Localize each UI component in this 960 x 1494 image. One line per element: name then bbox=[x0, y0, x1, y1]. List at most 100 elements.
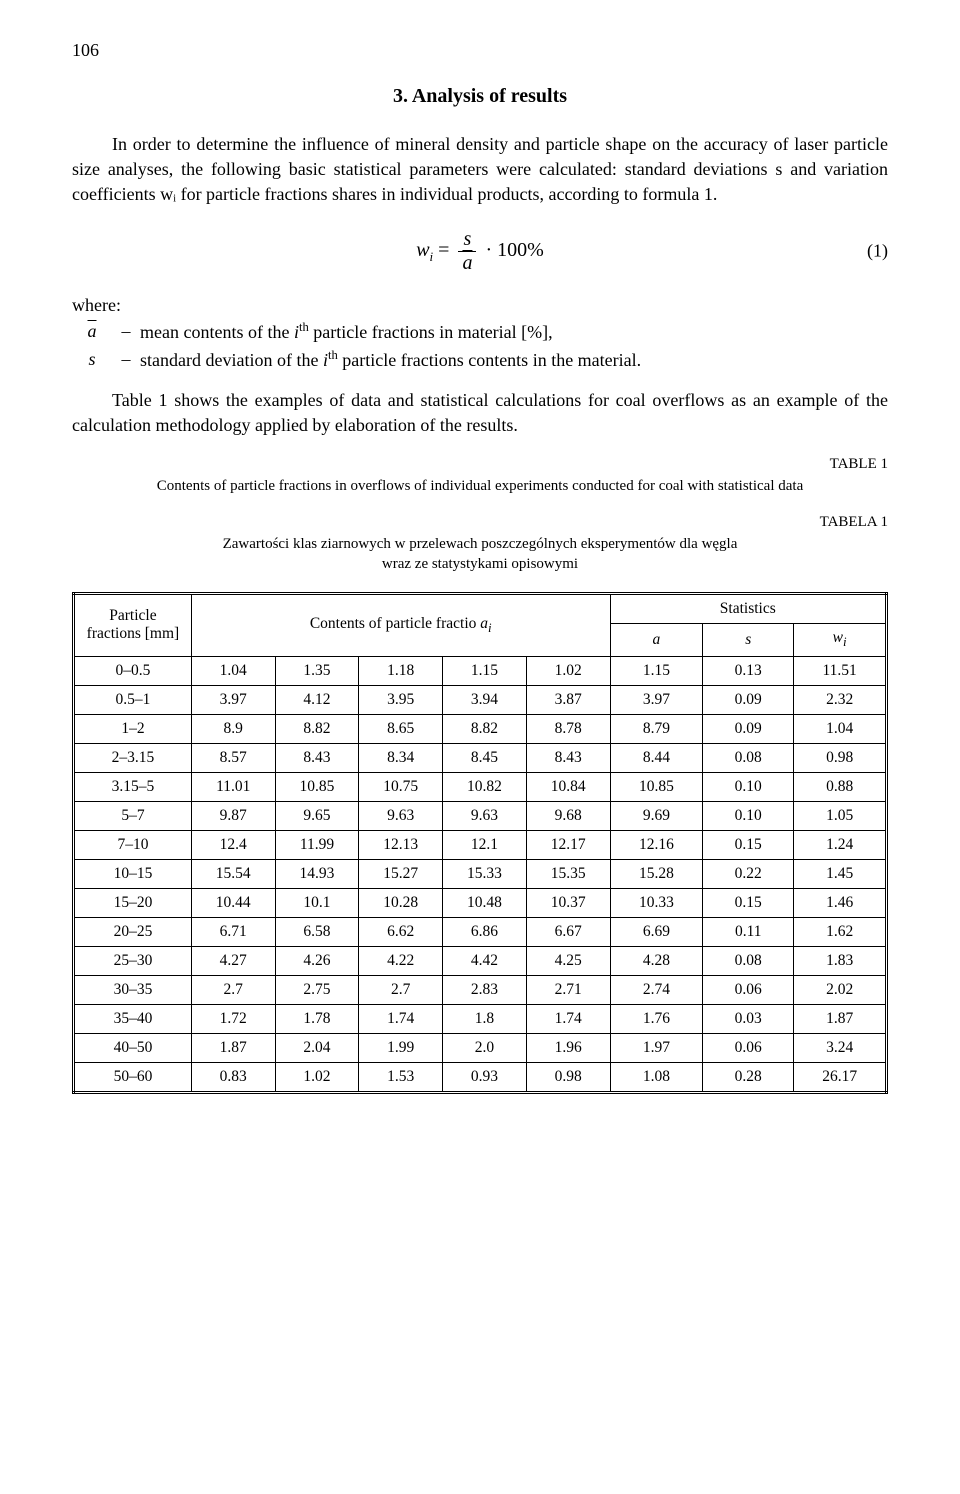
table-cell: 15–20 bbox=[74, 888, 192, 917]
table-cell: 11.99 bbox=[275, 830, 359, 859]
table-cell: 3.15–5 bbox=[74, 772, 192, 801]
th-particle: Particlefractions [mm] bbox=[74, 594, 192, 656]
table-cell: 1.15 bbox=[443, 656, 527, 685]
table-cell: 1.72 bbox=[191, 1004, 275, 1033]
table-cell: 2.04 bbox=[275, 1033, 359, 1062]
table-cell: 0.15 bbox=[703, 888, 794, 917]
table-cell: 1.97 bbox=[610, 1033, 703, 1062]
table-cell: 2.75 bbox=[275, 975, 359, 1004]
table-cell: 2.0 bbox=[443, 1033, 527, 1062]
table-cell: 1.18 bbox=[359, 656, 443, 685]
table-cell: 10.44 bbox=[191, 888, 275, 917]
eq-equals: = bbox=[438, 239, 454, 261]
table-cell: 0.09 bbox=[703, 685, 794, 714]
table-cell: 4.42 bbox=[443, 946, 527, 975]
table-caption-pl: Zawartości klas ziarnowych w przelewach … bbox=[72, 535, 888, 574]
equation-1: wi = s a · 100% (1) bbox=[72, 228, 888, 275]
table-cell: 0.22 bbox=[703, 859, 794, 888]
def-text: standard deviation of the ith particle f… bbox=[140, 346, 888, 374]
table-cell: 0.06 bbox=[703, 1033, 794, 1062]
table-cell: 1.76 bbox=[610, 1004, 703, 1033]
equation-1-body: wi = s a · 100% bbox=[416, 228, 544, 275]
table-cell: 0.03 bbox=[703, 1004, 794, 1033]
table-cell: 1.04 bbox=[191, 656, 275, 685]
table-cell: 8.79 bbox=[610, 714, 703, 743]
table-cell: 2.32 bbox=[794, 685, 887, 714]
table-cell: 1.62 bbox=[794, 917, 887, 946]
table-cell: 0.88 bbox=[794, 772, 887, 801]
table-cell: 6.69 bbox=[610, 917, 703, 946]
table-cell: 30–35 bbox=[74, 975, 192, 1004]
table-cell: 2.74 bbox=[610, 975, 703, 1004]
table-label-en: TABLE 1 bbox=[72, 456, 888, 473]
table-cell: 0.09 bbox=[703, 714, 794, 743]
table-cell: 0.08 bbox=[703, 946, 794, 975]
table-cell: 2.83 bbox=[443, 975, 527, 1004]
table-cell: 1.02 bbox=[275, 1062, 359, 1092]
table-cell: 1.24 bbox=[794, 830, 887, 859]
table-cell: 11.51 bbox=[794, 656, 887, 685]
table-cell: 1–2 bbox=[74, 714, 192, 743]
th-wi: wi bbox=[794, 624, 887, 656]
table-cell: 1.87 bbox=[794, 1004, 887, 1033]
table-cell: 5–7 bbox=[74, 801, 192, 830]
table-cell: 40–50 bbox=[74, 1033, 192, 1062]
table-cell: 8.82 bbox=[275, 714, 359, 743]
table-cell: 9.68 bbox=[526, 801, 610, 830]
table-cell: 4.22 bbox=[359, 946, 443, 975]
table-cell: 1.08 bbox=[610, 1062, 703, 1092]
table-row: 35–401.721.781.741.81.741.760.031.87 bbox=[74, 1004, 887, 1033]
table-cell: 14.93 bbox=[275, 859, 359, 888]
th-s: s bbox=[703, 624, 794, 656]
eq-lhs-var: w bbox=[416, 239, 429, 261]
eq-den: a bbox=[458, 251, 476, 275]
table-cell: 4.12 bbox=[275, 685, 359, 714]
def-dash: – bbox=[112, 318, 140, 346]
table-cell: 15.35 bbox=[526, 859, 610, 888]
table-cell: 1.8 bbox=[443, 1004, 527, 1033]
table-cell: 1.78 bbox=[275, 1004, 359, 1033]
table-cell: 1.04 bbox=[794, 714, 887, 743]
table-cell: 8.43 bbox=[526, 743, 610, 772]
table-cell: 12.1 bbox=[443, 830, 527, 859]
data-table: Particlefractions [mm]Contents of partic… bbox=[72, 592, 888, 1093]
table-label-pl: TABELA 1 bbox=[72, 514, 888, 531]
table-caption-pl-line2: wraz ze statystykami opisowymi bbox=[382, 556, 578, 572]
table-cell: 2.7 bbox=[359, 975, 443, 1004]
table-cell: 12.16 bbox=[610, 830, 703, 859]
table-cell: 0.10 bbox=[703, 772, 794, 801]
table-row: 15–2010.4410.110.2810.4810.3710.330.151.… bbox=[74, 888, 887, 917]
table-cell: 2–3.15 bbox=[74, 743, 192, 772]
table-row: 7–1012.411.9912.1312.112.1712.160.151.24 bbox=[74, 830, 887, 859]
table-cell: 1.83 bbox=[794, 946, 887, 975]
table-cell: 10.1 bbox=[275, 888, 359, 917]
table-cell: 2.7 bbox=[191, 975, 275, 1004]
paragraph-table-intro: Table 1 shows the examples of data and s… bbox=[72, 388, 888, 438]
table-cell: 10.28 bbox=[359, 888, 443, 917]
table-cell: 6.71 bbox=[191, 917, 275, 946]
table-cell: 0–0.5 bbox=[74, 656, 192, 685]
table-cell: 0.10 bbox=[703, 801, 794, 830]
table-cell: 15.33 bbox=[443, 859, 527, 888]
table-cell: 1.35 bbox=[275, 656, 359, 685]
definition-row: s–standard deviation of the ith particle… bbox=[72, 346, 888, 374]
table-cell: 10.84 bbox=[526, 772, 610, 801]
table-cell: 10.48 bbox=[443, 888, 527, 917]
table-cell: 0.11 bbox=[703, 917, 794, 946]
table-cell: 15.27 bbox=[359, 859, 443, 888]
table-cell: 1.87 bbox=[191, 1033, 275, 1062]
table-cell: 9.69 bbox=[610, 801, 703, 830]
table-cell: 25–30 bbox=[74, 946, 192, 975]
table-cell: 8.82 bbox=[443, 714, 527, 743]
table-cell: 8.34 bbox=[359, 743, 443, 772]
eq-lhs-sub: i bbox=[430, 249, 434, 264]
table-cell: 1.99 bbox=[359, 1033, 443, 1062]
table-cell: 4.28 bbox=[610, 946, 703, 975]
table-cell: 26.17 bbox=[794, 1062, 887, 1092]
table-cell: 15.28 bbox=[610, 859, 703, 888]
table-row: 1–28.98.828.658.828.788.790.091.04 bbox=[74, 714, 887, 743]
paragraph-intro: In order to determine the influence of m… bbox=[72, 132, 888, 208]
table-cell: 1.45 bbox=[794, 859, 887, 888]
table-cell: 8.9 bbox=[191, 714, 275, 743]
table-cell: 1.74 bbox=[359, 1004, 443, 1033]
